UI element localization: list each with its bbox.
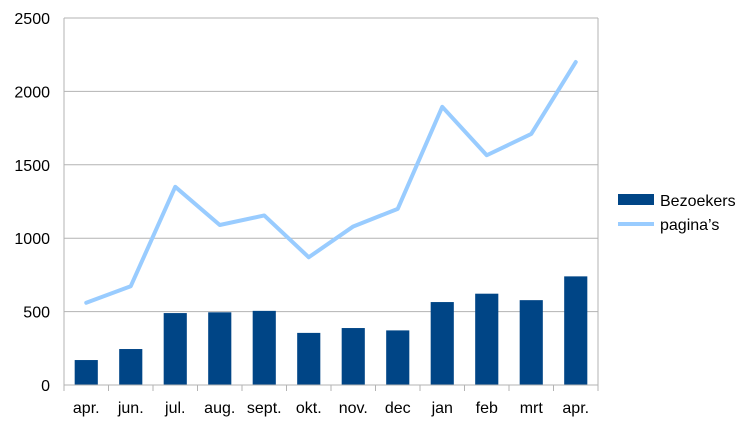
legend-label-paginas: pagina’s bbox=[660, 217, 719, 234]
x-tick-label: jun. bbox=[117, 400, 144, 417]
x-tick-label: sept. bbox=[247, 400, 282, 417]
gridlines bbox=[64, 17, 598, 313]
x-tick-label: aug. bbox=[204, 400, 235, 417]
bar-bezoekers bbox=[208, 312, 232, 385]
bar-bezoekers bbox=[386, 330, 410, 385]
paginas-line-series bbox=[84, 60, 578, 305]
y-tick-label: 2000 bbox=[14, 84, 50, 101]
y-axis-tick-labels: 0 500 1000 1500 2000 2500 bbox=[14, 11, 50, 395]
bar-bezoekers bbox=[341, 328, 365, 385]
x-tick-label: jul. bbox=[164, 400, 185, 417]
series-line-paginas bbox=[84, 60, 578, 305]
bar-bezoekers bbox=[475, 293, 499, 385]
y-tick-label: 1500 bbox=[14, 158, 50, 175]
x-tick-label: mrt bbox=[520, 400, 544, 417]
x-axis-tick-labels: apr. jun. jul. aug. sept. okt. nov. dec jan feb mr… bbox=[73, 400, 589, 417]
axes bbox=[63, 18, 599, 391]
bar-bezoekers bbox=[252, 310, 276, 385]
x-tick-label: okt. bbox=[296, 400, 322, 417]
x-tick-label: jan bbox=[431, 400, 453, 417]
x-tick-label: apr. bbox=[73, 400, 100, 417]
y-tick-label: 1000 bbox=[14, 231, 50, 248]
x-tick-label: feb bbox=[476, 400, 498, 417]
y-tick-label: 500 bbox=[23, 305, 50, 322]
bar-bezoekers bbox=[430, 302, 454, 385]
x-tick-label: nov. bbox=[339, 400, 368, 417]
y-tick-label: 0 bbox=[41, 378, 50, 395]
bar-bezoekers bbox=[564, 276, 588, 385]
legend-label-bezoekers: Bezoekers bbox=[660, 193, 736, 210]
legend: Bezoekers pagina’s bbox=[618, 193, 736, 234]
legend-swatch-bezoekers bbox=[618, 194, 654, 205]
bar-bezoekers bbox=[74, 360, 98, 385]
bar-bezoekers bbox=[297, 332, 321, 385]
x-tick-label: dec bbox=[385, 400, 411, 417]
x-tick-label: apr. bbox=[562, 400, 589, 417]
bezoekers-bars bbox=[74, 276, 588, 385]
y-tick-label: 2500 bbox=[14, 11, 50, 28]
bar-bezoekers bbox=[119, 349, 143, 385]
bar-bezoekers bbox=[519, 300, 543, 385]
bar-bezoekers bbox=[163, 313, 187, 385]
